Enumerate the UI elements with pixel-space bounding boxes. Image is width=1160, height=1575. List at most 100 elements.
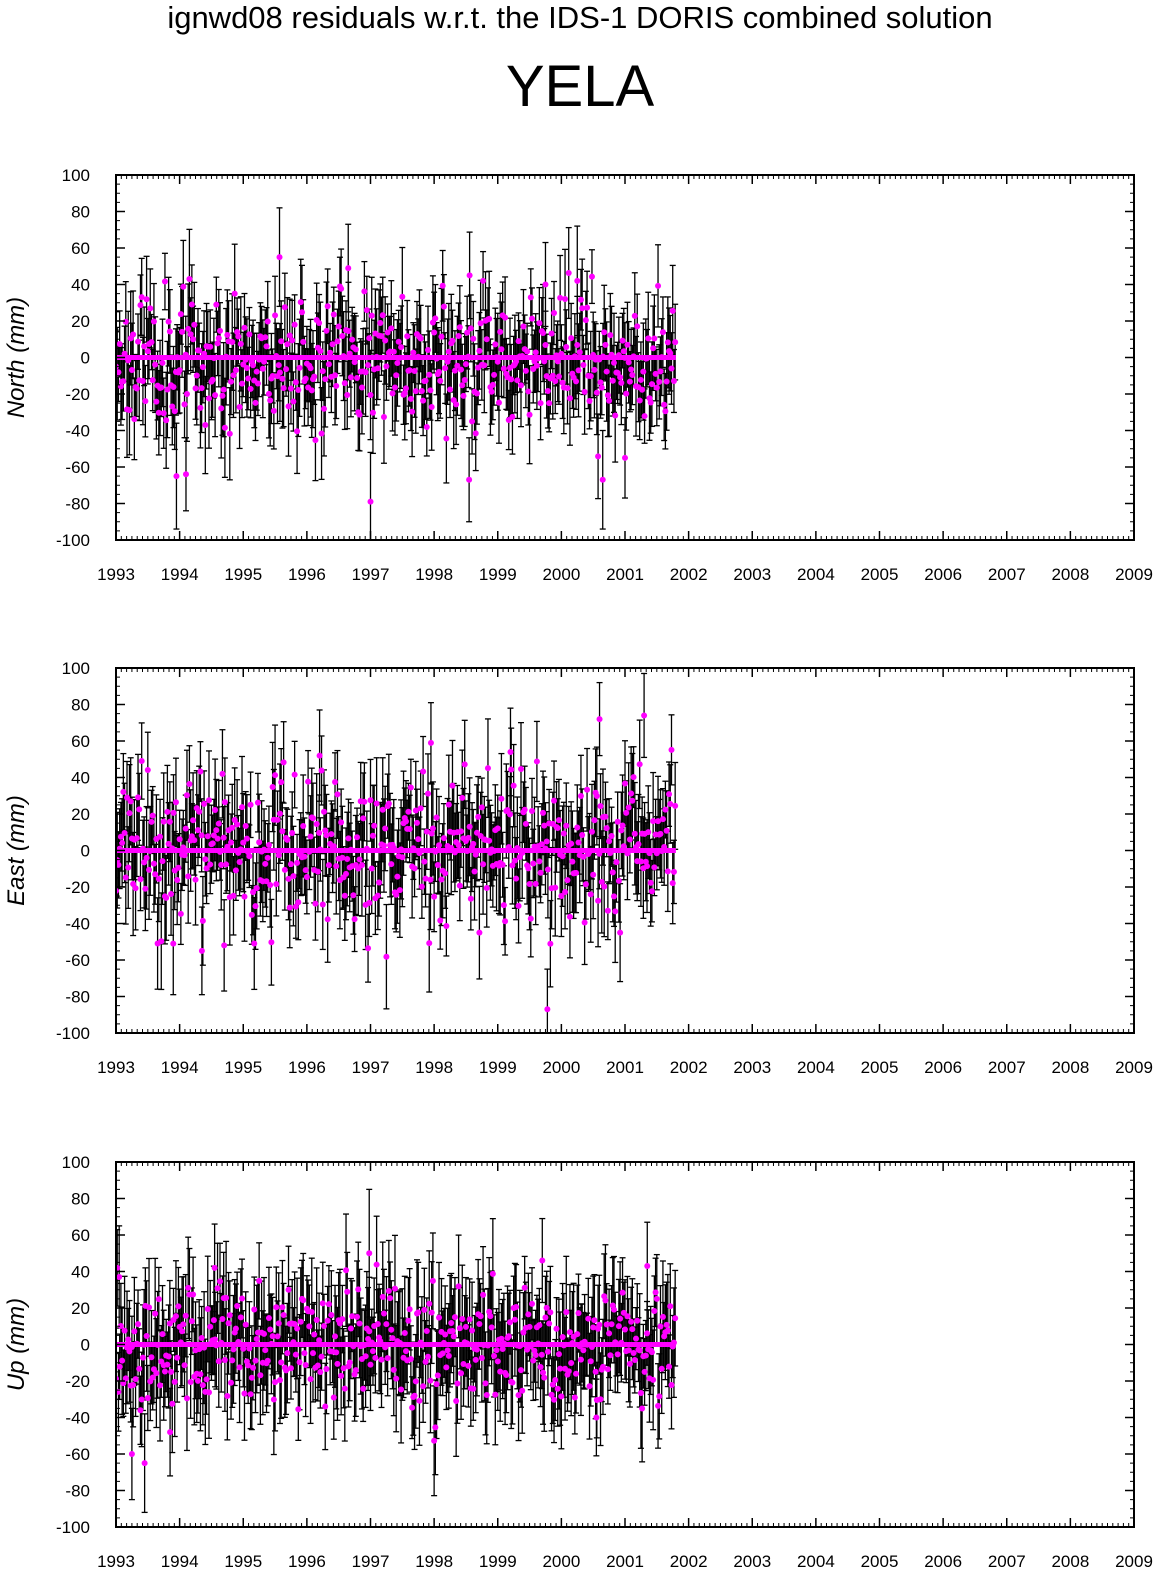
- residual-point: [540, 330, 547, 337]
- residual-point: [354, 375, 361, 382]
- residual-point: [229, 1357, 236, 1364]
- residual-point: [376, 879, 383, 886]
- residual-point: [609, 869, 616, 876]
- north-panel: 1993 1994 1995 1996 1997 1998 1999 2000 2001 2002…: [3, 166, 1153, 584]
- residual-point: [668, 746, 675, 753]
- residual-point: [378, 333, 385, 340]
- residual-point: [196, 347, 203, 354]
- residual-point: [399, 293, 406, 300]
- residual-point: [303, 873, 310, 880]
- residual-point: [251, 1306, 258, 1313]
- residual-point: [267, 1326, 274, 1333]
- residual-point: [269, 1333, 276, 1340]
- residual-point: [456, 1325, 463, 1332]
- residual-point: [615, 877, 622, 884]
- residual-point: [459, 794, 466, 801]
- residual-point: [349, 1313, 356, 1320]
- residual-point: [492, 341, 499, 348]
- residual-point: [334, 338, 341, 345]
- residual-point: [478, 1355, 485, 1362]
- residual-point: [296, 1359, 303, 1366]
- residual-point: [393, 372, 400, 379]
- residual-point: [502, 314, 509, 321]
- residual-point: [374, 365, 381, 372]
- residual-point: [384, 1355, 391, 1362]
- residual-point: [237, 1314, 244, 1321]
- residual-point: [663, 378, 670, 385]
- residual-point: [573, 869, 580, 876]
- residual-point: [562, 889, 569, 896]
- residual-point: [635, 841, 642, 848]
- residual-point: [254, 380, 261, 387]
- residual-point: [158, 938, 165, 945]
- residual-point: [234, 821, 241, 828]
- residual-point: [285, 875, 292, 882]
- residual-point: [548, 1391, 555, 1398]
- residual-point: [390, 1366, 397, 1373]
- residual-point: [155, 875, 162, 882]
- residual-point: [372, 1354, 379, 1361]
- residual-point: [328, 1311, 335, 1318]
- residual-point: [586, 397, 593, 404]
- y-tick-label: 20: [71, 312, 90, 331]
- residual-point: [544, 1006, 551, 1013]
- residual-point: [322, 1403, 329, 1410]
- residual-point: [352, 1367, 359, 1374]
- residual-point: [368, 865, 375, 872]
- residual-point: [495, 399, 502, 406]
- residual-point: [155, 1296, 162, 1303]
- residual-point: [245, 375, 252, 382]
- residual-point: [262, 1347, 269, 1354]
- residual-point: [127, 798, 134, 805]
- residual-point: [322, 376, 329, 383]
- residual-point: [198, 1334, 205, 1341]
- residual-point: [427, 876, 434, 883]
- residual-point: [640, 368, 647, 375]
- residual-point: [634, 1317, 641, 1324]
- residual-point: [257, 1372, 264, 1379]
- residual-point: [508, 376, 515, 383]
- residual-point: [368, 312, 375, 319]
- residual-point: [639, 1405, 646, 1412]
- residual-point: [142, 398, 149, 405]
- residual-point: [253, 368, 260, 375]
- residual-point: [263, 878, 270, 885]
- x-tick-label: 1999: [479, 1058, 517, 1077]
- residual-point: [427, 387, 434, 394]
- residual-point: [286, 904, 293, 911]
- residual-point: [308, 1308, 315, 1315]
- residual-point: [434, 1372, 441, 1379]
- residual-point: [631, 312, 638, 319]
- y-tick-label: -20: [65, 1372, 90, 1391]
- residual-point: [541, 1374, 548, 1381]
- y-axis-label: East (mm): [3, 795, 30, 906]
- residual-point: [666, 791, 673, 798]
- residual-point: [382, 337, 389, 344]
- residual-point: [380, 414, 387, 421]
- residual-point: [389, 1335, 396, 1342]
- residual-point: [377, 319, 384, 326]
- residual-point: [454, 362, 461, 369]
- residual-point: [388, 1326, 395, 1333]
- residual-point: [451, 1314, 458, 1321]
- x-tick-label: 1999: [479, 565, 517, 584]
- residual-point: [366, 1328, 373, 1335]
- residual-point: [313, 1317, 320, 1324]
- residual-point: [580, 1347, 587, 1354]
- residual-point: [149, 812, 156, 819]
- residual-point: [421, 1306, 428, 1313]
- x-tick-label: 2000: [542, 565, 580, 584]
- residual-point: [301, 1350, 308, 1357]
- residual-point: [438, 876, 445, 883]
- residual-point: [637, 858, 644, 865]
- residual-point: [242, 822, 249, 829]
- residual-point: [210, 1317, 217, 1324]
- residual-point: [546, 400, 553, 407]
- residual-point: [175, 1303, 182, 1310]
- residual-point: [544, 1348, 551, 1355]
- residual-point: [197, 1371, 204, 1378]
- residual-point: [119, 839, 126, 846]
- residual-point: [317, 1369, 324, 1376]
- residual-point: [530, 1357, 537, 1364]
- y-tick-label: -20: [65, 385, 90, 404]
